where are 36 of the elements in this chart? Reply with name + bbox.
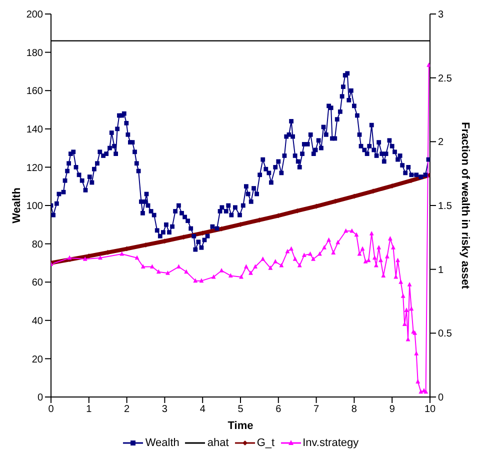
- legend-label: Inv.strategy: [302, 437, 359, 449]
- y2-tick-label: 2.5: [438, 73, 452, 84]
- x-tick-label: 2: [124, 404, 130, 416]
- y2-axis-title: Fraction of wealth in risky asset: [459, 122, 472, 290]
- y-tick-label: 100: [26, 201, 44, 212]
- y-tick-label: 140: [26, 124, 44, 136]
- x-tick-label: 10: [424, 404, 436, 416]
- x-tick-label: 5: [238, 404, 244, 416]
- x-axis-title: Time: [228, 420, 254, 432]
- y-tick-label: 60: [32, 278, 44, 289]
- y-tick-label: 0: [37, 392, 44, 404]
- x-tick-label: 8: [351, 404, 358, 416]
- legend-label: ahat: [207, 437, 229, 449]
- y2-tick-label: 3: [438, 10, 444, 21]
- legend-label: Wealth: [145, 437, 180, 449]
- y-tick-label: 160: [26, 86, 44, 98]
- y2-tick-label: 1.5: [438, 201, 452, 212]
- y-tick-label: 180: [26, 48, 44, 59]
- x-tick-label: 1: [86, 404, 92, 416]
- x-tick-label: 6: [276, 404, 282, 416]
- y-axis-title: Wealth: [10, 187, 23, 224]
- x-tick-label: 7: [314, 404, 320, 416]
- legend-label: G_t: [256, 437, 275, 449]
- y-tick-label: 40: [32, 316, 44, 327]
- y-tick-label: 80: [32, 239, 44, 250]
- y2-tick-label: 1: [438, 264, 444, 276]
- y-tick-label: 200: [26, 10, 44, 21]
- y-tick-label: 20: [32, 354, 44, 366]
- x-tick-label: 3: [162, 404, 168, 416]
- x-tick-label: 9: [389, 404, 396, 416]
- x-tick-label: 0: [48, 404, 54, 416]
- y2-tick-label: 2: [438, 137, 444, 148]
- x-tick-label: 4: [200, 404, 206, 416]
- y-tick-label: 120: [26, 162, 44, 174]
- y2-tick-label: 0.5: [438, 328, 452, 340]
- y2-tick-label: 0: [438, 392, 444, 404]
